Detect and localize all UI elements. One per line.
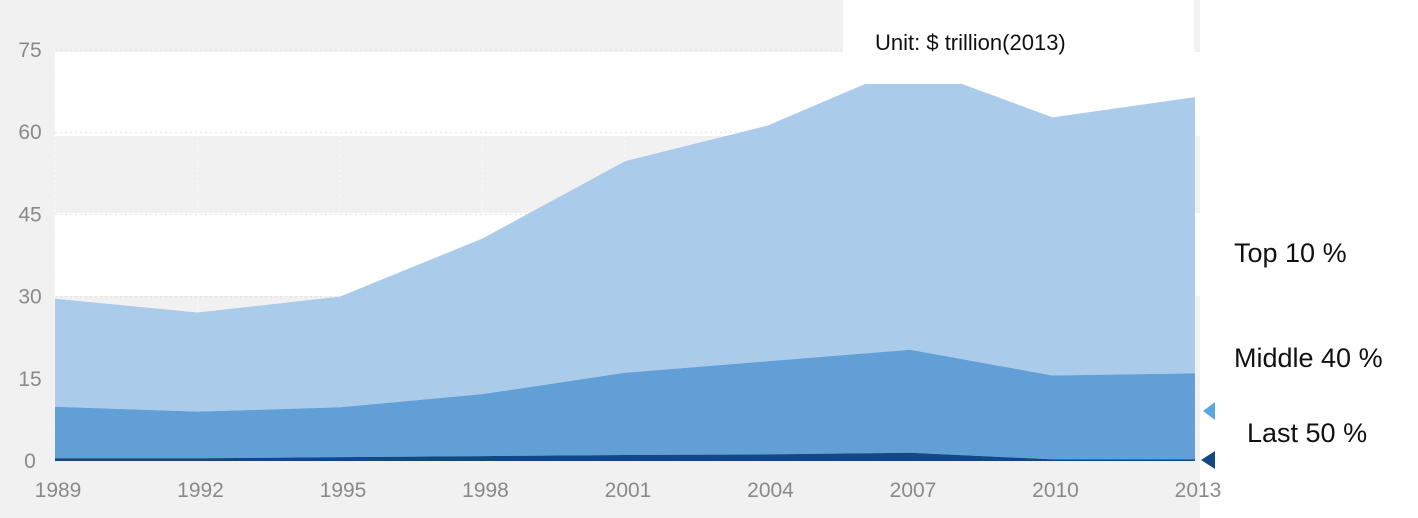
- series-label-last-50: Last 50 %: [1247, 418, 1367, 448]
- x-tick-label: 2007: [890, 479, 937, 502]
- x-tick-label: 2010: [1032, 479, 1079, 502]
- x-tick-label: 1992: [177, 479, 224, 502]
- x-tick-label: 2013: [1175, 479, 1222, 502]
- y-tick-label: 45: [18, 203, 41, 226]
- x-tick-label: 1989: [35, 479, 82, 502]
- series-label-middle-40: Middle 40 %: [1234, 343, 1383, 373]
- unit-box: [843, 0, 1194, 84]
- x-tick-label: 1998: [462, 479, 509, 502]
- y-tick-label: 75: [18, 39, 41, 62]
- y-tick-label: 15: [18, 368, 41, 391]
- area-top-10: [55, 64, 1195, 412]
- y-tick-label: 30: [18, 286, 41, 309]
- series-label-top-10: Top 10 %: [1234, 238, 1347, 268]
- y-tick-label: 60: [18, 121, 41, 144]
- x-tick-label: 2004: [747, 479, 794, 502]
- area-middle-40: [55, 349, 1195, 460]
- middle-40-marker-icon: [1203, 402, 1215, 420]
- legend-background: [1200, 0, 1418, 518]
- last-50-marker-icon: [1201, 451, 1215, 469]
- x-tick-label: 1995: [320, 479, 367, 502]
- x-tick-label: 2001: [605, 479, 652, 502]
- area-last-50: [55, 452, 1195, 461]
- y-tick-label: 0: [24, 450, 36, 473]
- unit-label: Unit: $ trillion(2013): [875, 30, 1066, 55]
